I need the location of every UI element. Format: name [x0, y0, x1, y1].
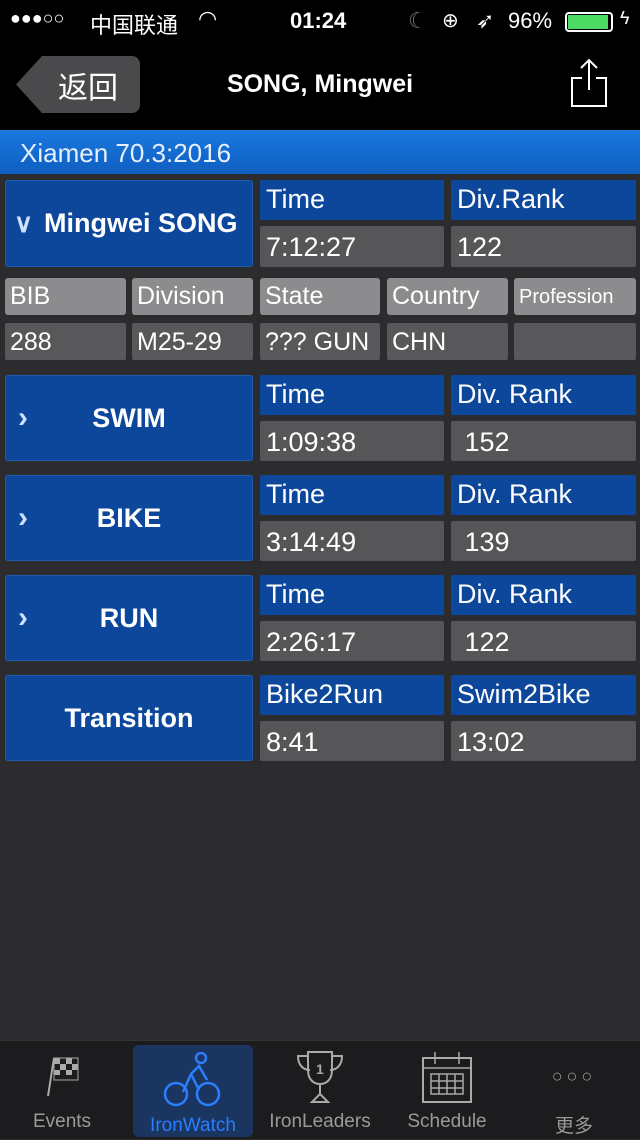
trophy-icon: 1 [260, 1041, 380, 1111]
info-label: BIB [5, 278, 126, 315]
info-value: 288 [5, 323, 126, 360]
section-bike-toggle[interactable]: › BIKE [5, 475, 253, 561]
info-value: ??? GUN [260, 323, 380, 360]
section-run-toggle[interactable]: › RUN [5, 575, 253, 661]
tab-ironwatch[interactable]: IronWatch [133, 1045, 253, 1137]
charging-icon: ϟ [620, 8, 630, 28]
info-label: Profession [514, 278, 636, 315]
carrier: 中国联通 [90, 13, 179, 38]
total-time-label: Time [260, 180, 444, 220]
tab-label: IronWatch [150, 1115, 236, 1136]
section-value: 8:41 [260, 721, 444, 761]
tab-bar: Events IronWatch 1 IronLeaders Schedule ○… [0, 1040, 640, 1139]
page-title: SONG, Mingwei [226, 70, 414, 98]
back-button[interactable]: 返回 [16, 56, 140, 113]
calendar-icon [387, 1041, 507, 1111]
section-label: Time [260, 575, 444, 615]
tab-label: Schedule [407, 1111, 487, 1132]
chevron-right-icon: › [18, 501, 28, 534]
checkered-flag-icon [2, 1041, 122, 1111]
section-swim-toggle[interactable]: › SWIM [5, 375, 253, 461]
tab-label: Events [32, 1111, 92, 1132]
section-value: 3:14:49 [260, 521, 444, 561]
section-name: Transition [64, 702, 194, 733]
info-value [514, 323, 636, 360]
event-banner: Xiamen 70.3:2016 [0, 130, 640, 174]
chevron-right-icon: › [18, 601, 28, 634]
div-rank-value: 122 [451, 226, 636, 267]
tab-label: 更多 [554, 1116, 593, 1137]
section-value: 152 [451, 421, 636, 461]
info-value: CHN [387, 323, 508, 360]
rotation-lock-icon: ⊕ [442, 10, 459, 32]
clock: 01:24 [290, 8, 347, 33]
svg-text:1: 1 [316, 1061, 324, 1077]
section-label: Time [260, 375, 444, 415]
info-label: Division [132, 278, 253, 315]
section-name: BIKE [96, 502, 162, 533]
section-value: 2:26:17 [260, 621, 444, 661]
section-label: Bike2Run [260, 675, 444, 715]
tab-events[interactable]: Events [2, 1041, 122, 1140]
section-label: Div. Rank [451, 375, 636, 415]
section-label: Swim2Bike [451, 675, 636, 715]
info-value: M25-29 [132, 323, 253, 360]
battery-icon [565, 12, 613, 32]
moon-icon: ☾ [408, 8, 428, 33]
battery-percent: 96% [508, 8, 553, 33]
status-bar: ●●●○○ 中国联通 ◠ 01:24 ☾ ⊕ ➶ 96% ϟ [0, 0, 640, 44]
section-value: 122 [451, 621, 636, 661]
chevron-down-icon: ∨ [14, 208, 34, 238]
athlete-name: Mingwei SONG [44, 208, 238, 238]
tab-ironleaders[interactable]: 1 IronLeaders [260, 1041, 380, 1140]
section-label: Div. Rank [451, 475, 636, 515]
section-value: 139 [451, 521, 636, 561]
wifi-icon: ◠ [198, 6, 218, 31]
info-label: State [260, 278, 380, 315]
info-label: Country [387, 278, 508, 315]
section-transition-toggle[interactable]: Transition [5, 675, 253, 761]
section-name: RUN [99, 602, 159, 633]
total-time-value: 7:12:27 [260, 226, 444, 267]
section-name: SWIM [92, 402, 166, 433]
chevron-right-icon: › [18, 401, 28, 434]
tab-schedule[interactable]: Schedule [387, 1041, 507, 1140]
tab-more[interactable]: ○○○ 更多 [514, 1041, 634, 1140]
athlete-toggle[interactable]: ∨ Mingwei SONG [5, 180, 253, 267]
tab-label: IronLeaders [269, 1111, 371, 1132]
section-value: 13:02 [451, 721, 636, 761]
signal-indicator: ●●●○○ [10, 8, 65, 28]
location-icon: ➶ [476, 8, 495, 33]
section-label: Time [260, 475, 444, 515]
more-icon: ○○○ [551, 1065, 597, 1086]
section-value: 1:09:38 [260, 421, 444, 461]
share-icon[interactable] [570, 58, 608, 108]
cyclist-icon [133, 1045, 253, 1115]
section-label: Div. Rank [451, 575, 636, 615]
div-rank-label: Div.Rank [451, 180, 636, 220]
